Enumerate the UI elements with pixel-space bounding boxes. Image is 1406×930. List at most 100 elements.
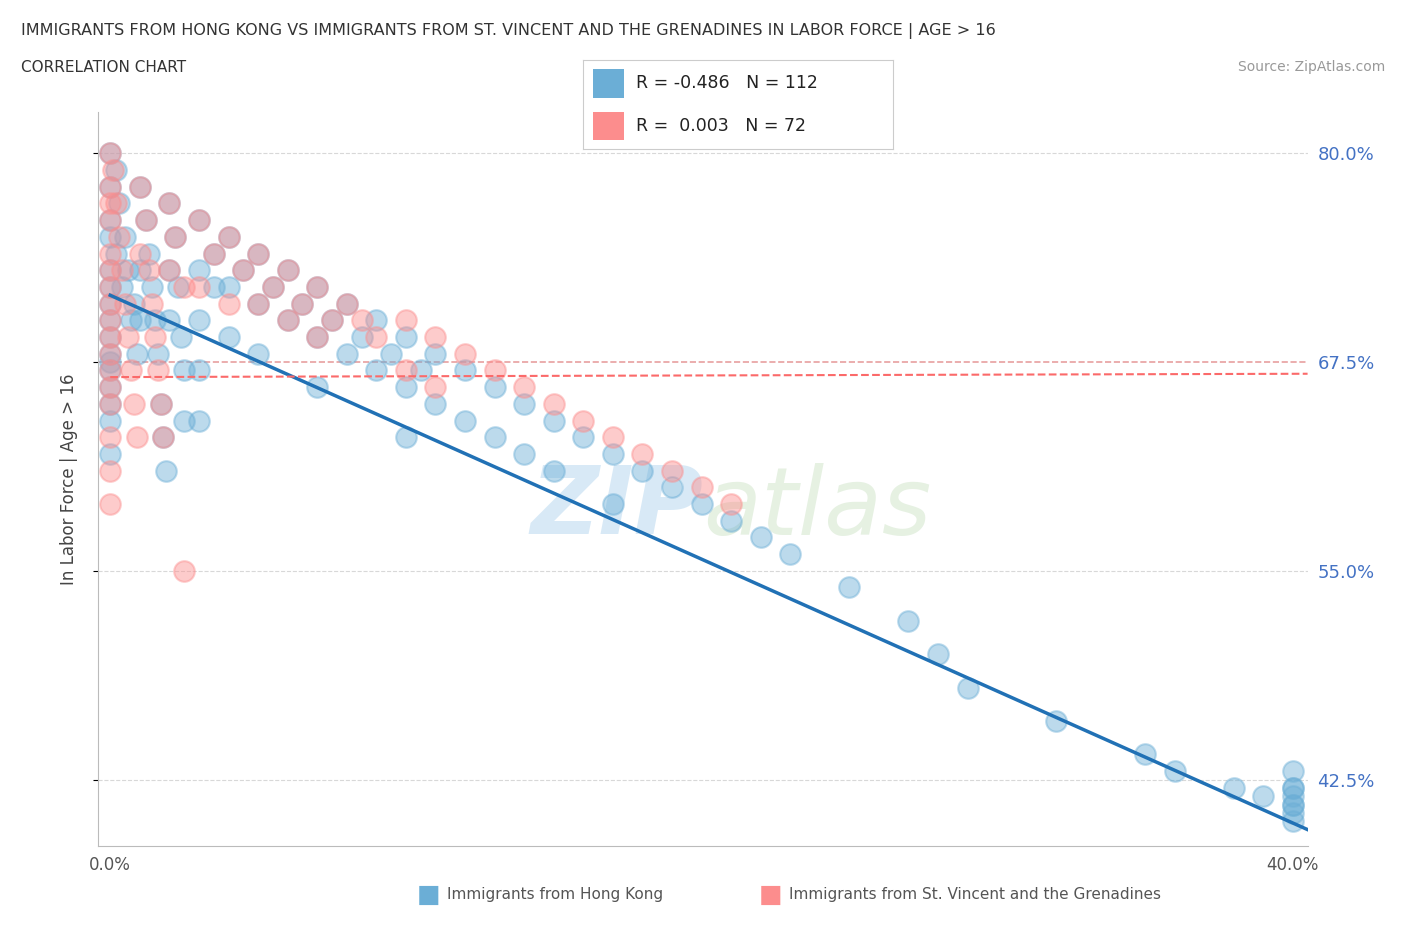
Bar xyxy=(593,70,624,98)
Text: R =  0.003   N = 72: R = 0.003 N = 72 xyxy=(636,117,806,135)
Point xyxy=(720,513,742,528)
Point xyxy=(720,497,742,512)
Point xyxy=(149,396,172,411)
Point xyxy=(155,463,177,478)
Point xyxy=(98,146,121,161)
Point xyxy=(291,296,314,311)
Point xyxy=(1281,789,1303,804)
Point xyxy=(395,379,418,394)
Point xyxy=(157,312,180,327)
Point xyxy=(103,163,125,178)
Point xyxy=(425,396,447,411)
Point xyxy=(218,230,240,245)
Text: R = -0.486   N = 112: R = -0.486 N = 112 xyxy=(636,74,818,92)
Point xyxy=(105,163,128,178)
Text: CORRELATION CHART: CORRELATION CHART xyxy=(21,60,186,75)
Point xyxy=(1163,764,1185,778)
Point xyxy=(98,280,121,295)
Point xyxy=(543,463,565,478)
Point xyxy=(143,312,166,327)
Point xyxy=(141,280,163,295)
Point xyxy=(602,446,624,461)
Point xyxy=(114,230,136,245)
Text: atlas: atlas xyxy=(703,463,931,554)
Point xyxy=(277,263,299,278)
Point xyxy=(631,463,654,478)
Point xyxy=(307,329,329,344)
Point xyxy=(1281,805,1303,820)
Point xyxy=(114,296,136,311)
Point xyxy=(602,430,624,445)
Point xyxy=(1281,780,1303,795)
Point xyxy=(232,263,254,278)
Point xyxy=(98,329,121,344)
Point xyxy=(98,312,121,327)
Point xyxy=(128,246,150,261)
Point xyxy=(187,413,209,428)
Point xyxy=(202,246,225,261)
Point xyxy=(157,263,180,278)
Point xyxy=(98,396,121,411)
Point xyxy=(409,363,432,378)
Point xyxy=(111,263,134,278)
Point xyxy=(165,230,187,245)
Text: Immigrants from Hong Kong: Immigrants from Hong Kong xyxy=(447,887,664,902)
Point xyxy=(602,497,624,512)
Point xyxy=(956,680,979,695)
Point xyxy=(98,280,121,295)
Point xyxy=(291,296,314,311)
Point xyxy=(187,213,209,228)
Point xyxy=(484,363,506,378)
Point xyxy=(1281,797,1303,812)
Point xyxy=(98,312,121,327)
Point xyxy=(187,213,209,228)
Point xyxy=(111,280,134,295)
Point xyxy=(484,379,506,394)
Point xyxy=(98,379,121,394)
Point xyxy=(247,246,270,261)
Point xyxy=(277,312,299,327)
Point xyxy=(247,296,270,311)
Point xyxy=(247,296,270,311)
Text: ■: ■ xyxy=(418,883,440,907)
Point xyxy=(350,312,373,327)
Point xyxy=(247,246,270,261)
Point xyxy=(105,246,128,261)
Point xyxy=(98,213,121,228)
Point xyxy=(1133,747,1156,762)
Point xyxy=(1222,780,1244,795)
Point xyxy=(321,312,343,327)
Point xyxy=(187,312,209,327)
Point xyxy=(157,196,180,211)
Point xyxy=(98,179,121,194)
Point xyxy=(138,246,160,261)
Point xyxy=(366,312,388,327)
Point xyxy=(138,263,160,278)
Point xyxy=(146,346,169,361)
Point xyxy=(152,430,174,445)
Point xyxy=(1281,780,1303,795)
Point xyxy=(572,430,595,445)
Point xyxy=(690,497,713,512)
Point xyxy=(454,346,477,361)
Point xyxy=(128,179,150,194)
Point xyxy=(336,346,359,361)
Point xyxy=(927,647,949,662)
Point xyxy=(484,430,506,445)
Point xyxy=(173,363,195,378)
Point xyxy=(128,179,150,194)
Point xyxy=(454,363,477,378)
Point xyxy=(128,312,150,327)
Point xyxy=(366,363,388,378)
Point xyxy=(98,363,121,378)
Point xyxy=(897,614,920,629)
Point xyxy=(135,213,157,228)
Point xyxy=(661,463,683,478)
Point xyxy=(98,296,121,311)
Point xyxy=(202,246,225,261)
Point xyxy=(125,346,148,361)
Point xyxy=(749,530,772,545)
Point xyxy=(218,280,240,295)
Point xyxy=(218,296,240,311)
Point xyxy=(1281,797,1303,812)
